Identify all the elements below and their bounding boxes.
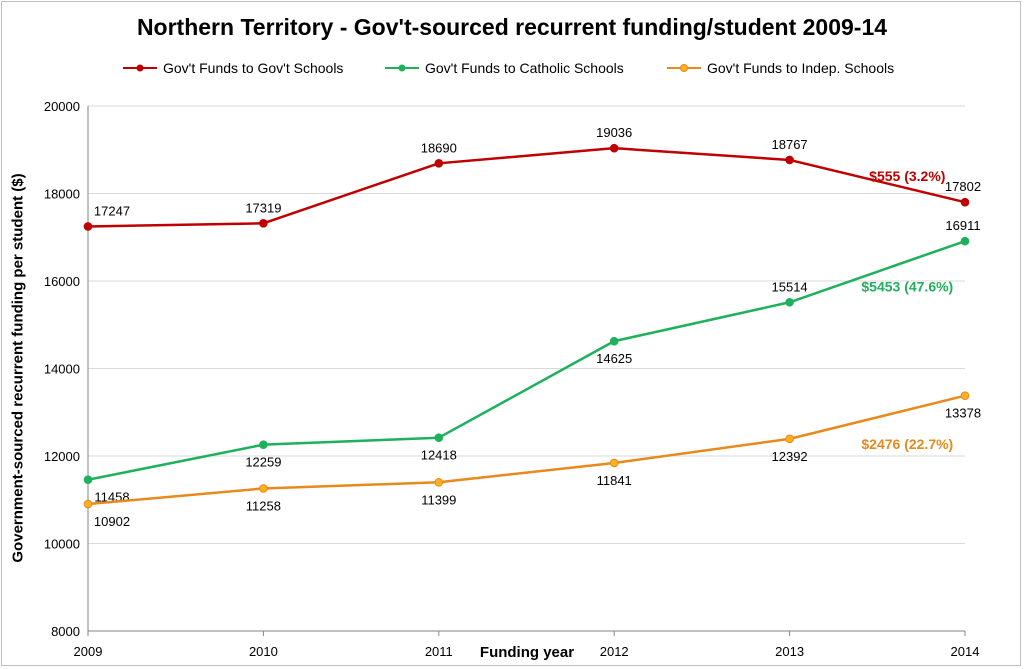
data-label: 18690 [421, 140, 457, 155]
legend-swatch-govt-schools [123, 64, 157, 72]
data-label: 14625 [596, 351, 632, 366]
data-point [434, 159, 444, 168]
x-tick-label: 2014 [951, 644, 980, 659]
data-point [83, 499, 93, 509]
x-tick-label: 2009 [74, 644, 103, 659]
data-point [83, 475, 93, 485]
data-label: 10902 [94, 514, 130, 529]
data-label: 12259 [245, 455, 281, 470]
series-line-0 [87, 146, 966, 228]
data-label: 17319 [245, 200, 281, 215]
data-label: 18767 [772, 137, 808, 152]
data-label: 17247 [94, 203, 130, 218]
x-tick-label: 2013 [775, 644, 804, 659]
data-point [960, 236, 970, 246]
legend-swatch-catholic-schools [385, 64, 419, 72]
data-label: 13378 [945, 406, 981, 421]
data-point [83, 222, 93, 231]
data-point [785, 297, 794, 307]
x-axis-label: Funding year [479, 644, 575, 661]
change-annotation: $2476 (22.7%) [861, 436, 953, 452]
data-label: 12418 [421, 448, 457, 463]
x-tick-label: 2012 [600, 644, 629, 659]
chart-title: Northern Territory - Gov't-sourced recur… [136, 14, 888, 40]
data-label: 19036 [596, 125, 632, 140]
data-point [960, 391, 970, 401]
y-tick-label: 8000 [51, 624, 80, 639]
series-line-1 [87, 239, 966, 481]
y-tick-label: 12000 [44, 449, 80, 464]
y-tick-label: 10000 [44, 537, 80, 552]
legend-item-govt-schools: Gov't Funds to Gov't Schools [123, 60, 343, 76]
data-point [609, 336, 619, 346]
series-line-2 [87, 394, 966, 506]
y-tick-label: 16000 [44, 274, 80, 289]
data-label: 11258 [246, 498, 281, 513]
legend-item-catholic-schools: Gov't Funds to Catholic Schools [385, 60, 624, 76]
legend-item-indep-schools: Gov't Funds to Indep. Schools [667, 60, 894, 76]
data-label: 11841 [597, 473, 632, 488]
y-tick-label: 20000 [44, 99, 80, 114]
change-annotation: $555 (3.2%) [869, 168, 945, 184]
y-tick-label: 18000 [44, 187, 80, 202]
x-tick-label: 2011 [425, 644, 453, 659]
data-point [785, 155, 794, 165]
chart-legend: Gov't Funds to Gov't Schools Gov't Funds… [0, 60, 1024, 80]
legend-swatch-indep-schools [667, 64, 701, 72]
data-point [434, 433, 444, 443]
change-annotation: $5453 (47.6%) [861, 279, 953, 295]
legend-label-indep-schools: Gov't Funds to Indep. Schools [707, 60, 895, 76]
legend-label-catholic-schools: Gov't Funds to Catholic Schools [425, 60, 624, 76]
y-tick-label: 14000 [44, 362, 80, 377]
legend-label-govt-schools: Gov't Funds to Gov't Schools [163, 60, 344, 76]
data-label: 17802 [945, 179, 981, 194]
data-label: 12392 [772, 449, 808, 464]
data-point [434, 477, 444, 487]
data-point [259, 218, 268, 228]
data-point [259, 440, 268, 449]
data-point [259, 484, 268, 493]
data-point [785, 434, 794, 444]
data-point [609, 143, 619, 153]
data-point [609, 458, 619, 468]
data-label: 15514 [772, 279, 808, 294]
data-label: 16911 [945, 218, 980, 233]
x-tick-label: 2010 [249, 644, 278, 659]
data-point [960, 197, 970, 207]
data-label: 11399 [421, 492, 456, 507]
